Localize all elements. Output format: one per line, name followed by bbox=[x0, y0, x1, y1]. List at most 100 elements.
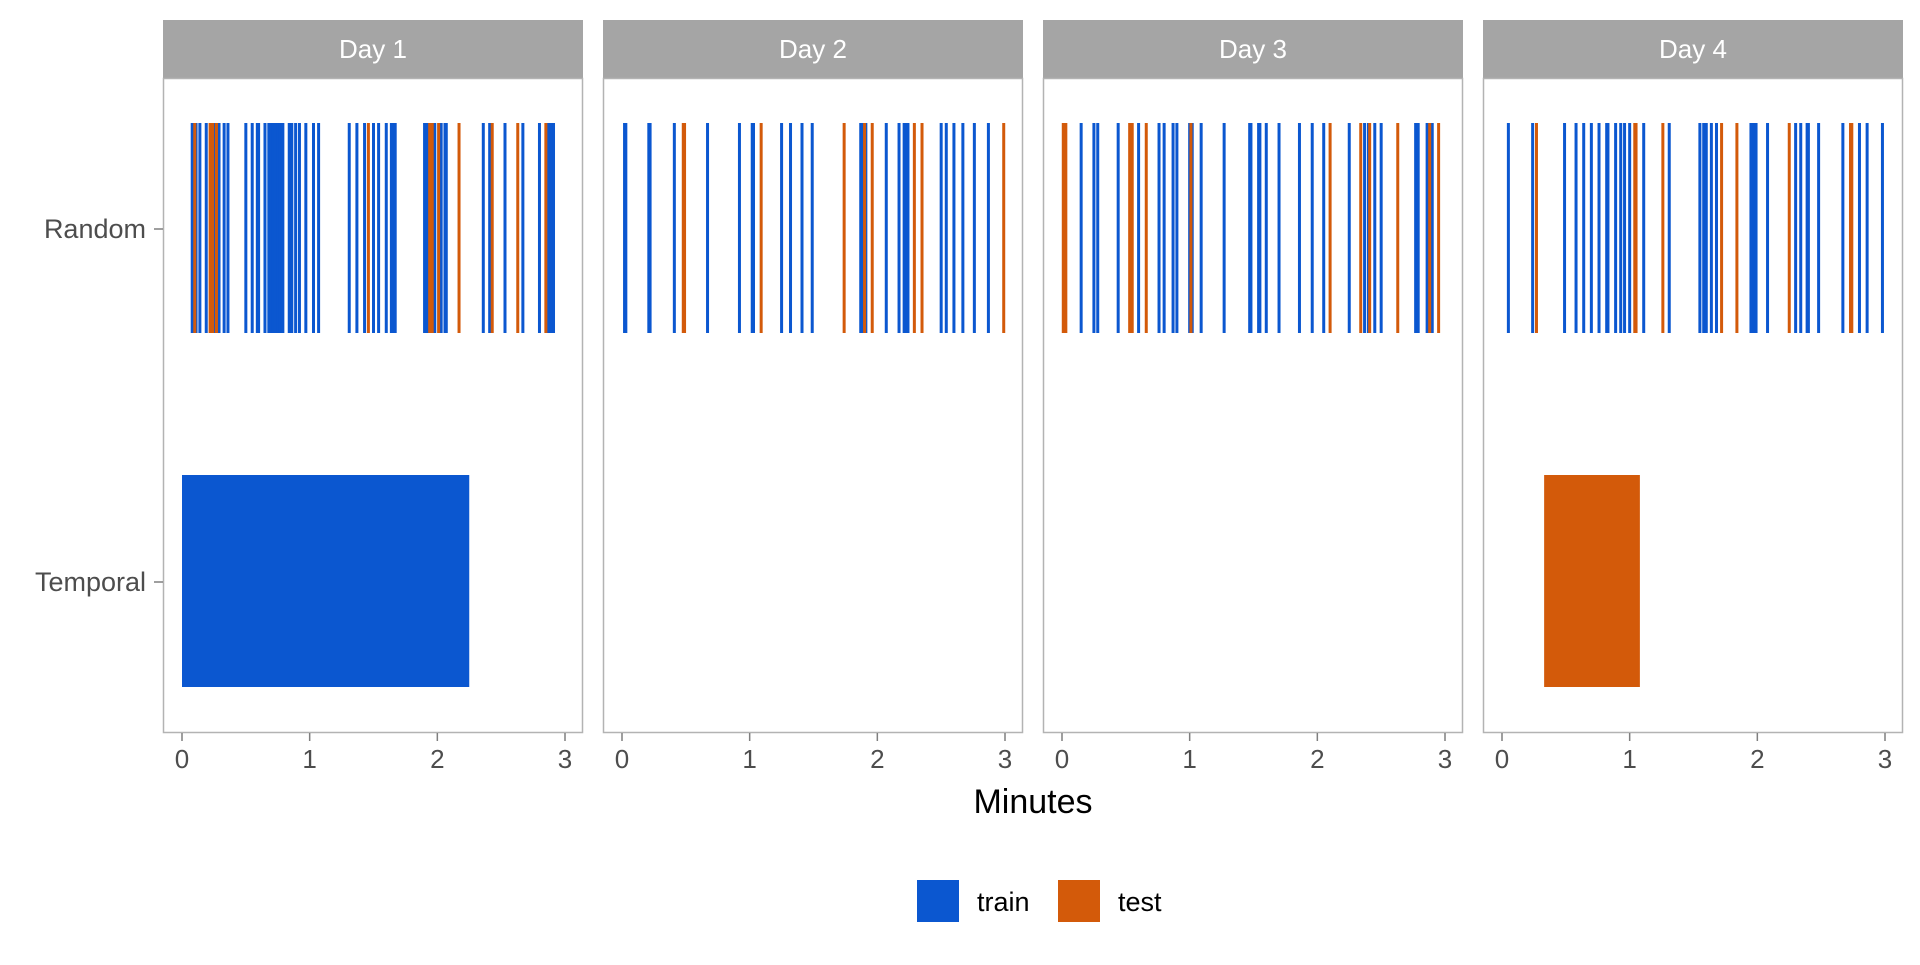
random-train-mark bbox=[503, 123, 507, 333]
random-train-mark bbox=[384, 123, 388, 333]
random-train-mark bbox=[433, 123, 437, 333]
random-train-mark bbox=[1310, 123, 1314, 333]
legend-label-test: test bbox=[1118, 887, 1162, 917]
random-train-mark bbox=[1841, 123, 1845, 333]
random-train-mark bbox=[287, 123, 291, 333]
random-test-mark bbox=[912, 123, 916, 333]
random-train-mark bbox=[961, 123, 965, 333]
random-train-mark bbox=[906, 123, 910, 333]
facet-strip bbox=[1043, 20, 1463, 78]
random-train-mark bbox=[672, 123, 676, 333]
random-train-mark bbox=[546, 123, 550, 333]
x-tick-label: 3 bbox=[1878, 744, 1892, 774]
random-test-mark bbox=[1661, 123, 1665, 333]
x-tick-label: 3 bbox=[998, 744, 1012, 774]
random-train-mark bbox=[190, 123, 194, 333]
random-train-mark bbox=[439, 123, 443, 333]
random-train-mark bbox=[1704, 123, 1708, 333]
random-train-mark bbox=[1589, 123, 1593, 333]
random-train-mark bbox=[250, 123, 254, 333]
random-train-mark bbox=[372, 123, 375, 333]
random-train-mark bbox=[1157, 123, 1161, 333]
random-test-mark bbox=[544, 123, 548, 333]
random-train-mark bbox=[273, 123, 277, 333]
random-test-mark bbox=[1396, 123, 1400, 333]
random-train-mark bbox=[1092, 123, 1096, 333]
random-train-mark bbox=[267, 123, 271, 333]
x-tick-label: 0 bbox=[615, 744, 629, 774]
random-train-mark bbox=[222, 123, 226, 333]
random-train-mark bbox=[1414, 123, 1418, 333]
random-test-mark bbox=[490, 123, 494, 333]
random-train-mark bbox=[1619, 123, 1623, 333]
random-test-mark bbox=[366, 123, 370, 333]
random-train-mark bbox=[789, 123, 793, 333]
legend-swatch-test bbox=[1058, 880, 1100, 922]
random-train-mark bbox=[425, 123, 429, 333]
random-train-mark bbox=[810, 123, 814, 333]
random-train-mark bbox=[297, 123, 301, 333]
facet-strip-label: Day 1 bbox=[339, 34, 407, 64]
random-test-mark bbox=[1002, 123, 1006, 333]
random-train-mark bbox=[1249, 123, 1253, 333]
random-train-mark bbox=[377, 123, 381, 333]
random-train-mark bbox=[311, 123, 315, 333]
random-train-mark bbox=[552, 123, 556, 333]
random-train-mark bbox=[317, 123, 321, 333]
random-train-mark bbox=[355, 123, 359, 333]
x-tick-label: 2 bbox=[430, 744, 444, 774]
random-train-mark bbox=[986, 123, 990, 333]
random-train-mark bbox=[1597, 123, 1601, 333]
random-train-mark bbox=[244, 123, 248, 333]
temporal-test-block bbox=[1544, 475, 1640, 687]
random-train-mark bbox=[488, 123, 492, 333]
random-train-mark bbox=[1754, 123, 1758, 333]
random-test-mark bbox=[430, 123, 434, 333]
random-train-mark bbox=[800, 123, 804, 333]
random-train-mark bbox=[737, 123, 741, 333]
random-train-mark bbox=[1506, 123, 1510, 333]
random-train-mark bbox=[1116, 123, 1120, 333]
random-train-mark bbox=[1806, 123, 1810, 333]
random-train-mark bbox=[393, 123, 397, 333]
facet-strip bbox=[163, 20, 583, 78]
x-axis-title: Minutes bbox=[973, 783, 1092, 821]
random-test-mark bbox=[1534, 123, 1538, 333]
random-test-mark bbox=[1144, 123, 1148, 333]
random-test-mark bbox=[683, 123, 687, 333]
random-train-mark bbox=[1606, 123, 1610, 333]
random-test-mark bbox=[1328, 123, 1332, 333]
random-train-mark bbox=[1766, 123, 1770, 333]
temporal-train-block bbox=[182, 475, 470, 687]
panel-border bbox=[1042, 77, 1464, 734]
random-train-mark bbox=[1258, 123, 1262, 333]
random-train-mark bbox=[1162, 123, 1166, 333]
random-train-mark bbox=[263, 123, 267, 333]
random-train-mark bbox=[1563, 123, 1567, 333]
random-train-mark bbox=[1698, 123, 1702, 333]
facet-strip-label: Day 3 bbox=[1219, 34, 1287, 64]
legend-label-train: train bbox=[977, 887, 1030, 917]
random-train-mark bbox=[549, 123, 553, 333]
x-tick-label: 1 bbox=[302, 744, 316, 774]
random-test-mark bbox=[759, 123, 763, 333]
facet-strip bbox=[603, 20, 1023, 78]
random-train-mark bbox=[1416, 123, 1420, 333]
random-train-mark bbox=[1628, 123, 1632, 333]
random-test-mark bbox=[1787, 123, 1791, 333]
random-train-mark bbox=[217, 123, 221, 333]
x-tick-label: 1 bbox=[1182, 744, 1196, 774]
random-train-mark bbox=[1574, 123, 1578, 333]
x-tick-label: 0 bbox=[175, 744, 189, 774]
random-train-mark bbox=[423, 123, 427, 333]
random-train-mark bbox=[481, 123, 485, 333]
random-train-mark bbox=[521, 123, 525, 333]
random-test-mark bbox=[842, 123, 846, 333]
random-train-mark bbox=[1614, 123, 1618, 333]
x-tick-label: 2 bbox=[1750, 744, 1764, 774]
random-train-mark bbox=[860, 123, 864, 333]
random-test-mark bbox=[1428, 123, 1432, 333]
random-train-mark bbox=[1667, 123, 1671, 333]
facet-strip-label: Day 4 bbox=[1659, 34, 1727, 64]
